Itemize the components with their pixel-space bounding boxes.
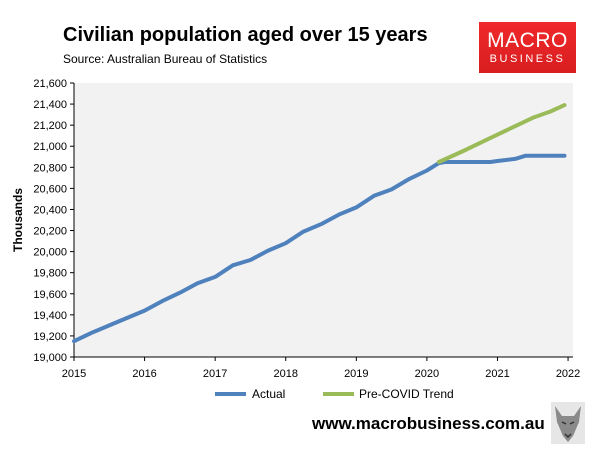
x-tick-label: 2021 xyxy=(485,368,509,380)
y-tick-label: 21,400 xyxy=(33,99,67,111)
x-tick-label: 2016 xyxy=(132,368,156,380)
y-tick-label: 19,200 xyxy=(33,331,67,343)
y-tick-label: 21,200 xyxy=(33,120,67,132)
legend-label-actual: Actual xyxy=(252,387,285,401)
x-tick-label: 2022 xyxy=(556,368,580,380)
x-tick-label: 2019 xyxy=(344,368,368,380)
x-tick-label: 2020 xyxy=(415,368,439,380)
wolf-logo-icon xyxy=(551,402,585,444)
website-url: www.macrobusiness.com.au xyxy=(312,414,545,433)
y-tick-label: 20,000 xyxy=(33,247,67,259)
y-tick-label: 19,600 xyxy=(33,289,67,301)
y-tick-label: 19,000 xyxy=(33,352,67,364)
chart-source: Source: Australian Bureau of Statistics xyxy=(63,52,268,66)
y-tick-label: 21,600 xyxy=(33,78,67,90)
y-axis-label: Thousands xyxy=(11,188,25,252)
plot-area xyxy=(74,83,573,357)
y-tick-label: 20,600 xyxy=(33,183,67,195)
y-tick-label: 21,000 xyxy=(33,141,67,153)
chart-title: Civilian population aged over 15 years xyxy=(63,24,428,46)
legend: Actual Pre-COVID Trend xyxy=(215,387,454,401)
y-axis: 19,000 19,200 19,400 19,600 19,800 20,000 20,2… xyxy=(33,78,75,364)
y-tick-label: 20,200 xyxy=(33,226,67,238)
x-tick-label: 2017 xyxy=(203,368,227,380)
series-actual-line xyxy=(72,153,567,344)
series-trend-line xyxy=(436,103,567,164)
logo-line1: MACRO xyxy=(487,29,568,52)
y-tick-label: 20,400 xyxy=(33,204,67,216)
x-axis: 2015 2016 2017 2018 2019 2020 2021 2022 xyxy=(62,356,580,380)
y-tick-label: 19,800 xyxy=(33,268,67,280)
y-tick-label: 19,400 xyxy=(33,310,67,322)
series-lines xyxy=(72,103,567,344)
logo-line2: BUSINESS xyxy=(489,53,566,65)
macrobusiness-logo: MACRO BUSINESS xyxy=(479,22,576,73)
x-tick-label: 2015 xyxy=(62,368,86,380)
x-tick-label: 2018 xyxy=(273,368,297,380)
y-tick-label: 20,800 xyxy=(33,162,67,174)
legend-label-trend: Pre-COVID Trend xyxy=(359,387,454,401)
